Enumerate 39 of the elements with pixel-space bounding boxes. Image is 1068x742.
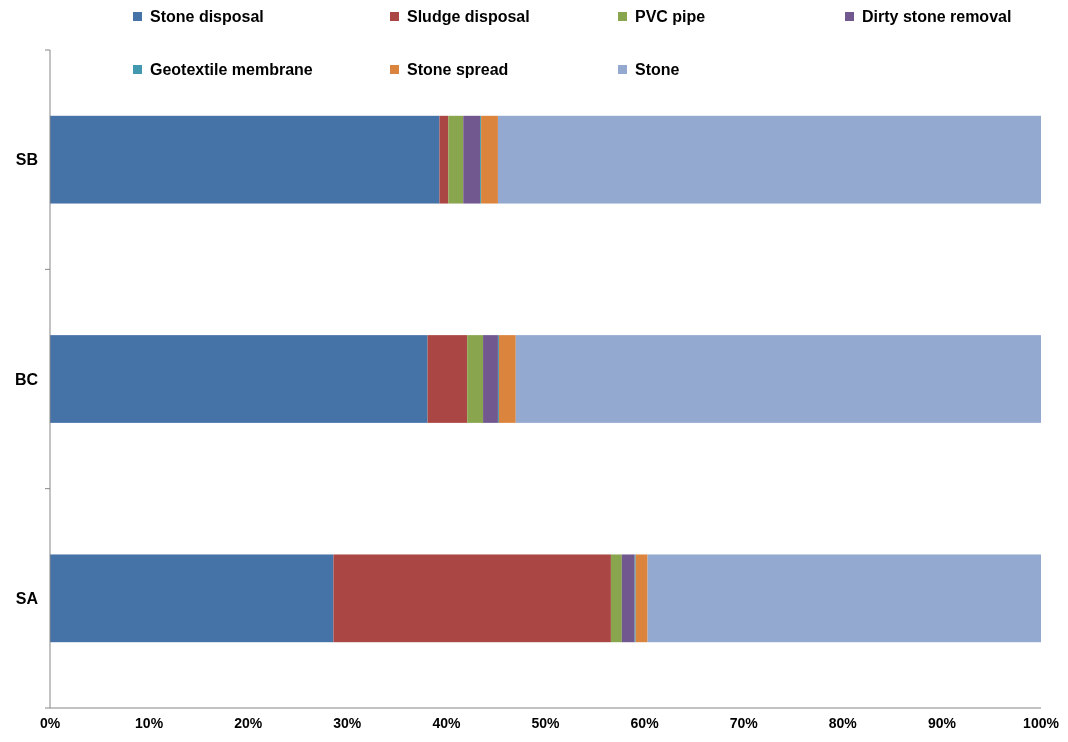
legend-label: PVC pipe [635, 8, 706, 25]
x-tick-label: 100% [1023, 715, 1060, 731]
bar [481, 115, 498, 204]
bar [621, 554, 635, 643]
legend-label: Stone [635, 61, 680, 78]
bar [647, 554, 1041, 643]
x-tick-label: 90% [927, 715, 957, 731]
legend-label: Sludge disposal [407, 8, 530, 25]
legend-label: Stone spread [407, 61, 509, 78]
bar [498, 335, 516, 423]
bar [497, 115, 1041, 204]
legend-label: Stone disposal [150, 8, 264, 25]
x-tick-label: 0% [39, 715, 61, 731]
x-tick-label: 40% [432, 715, 461, 731]
x-tick-label: 70% [729, 715, 759, 731]
y-tick-label: SB [15, 151, 38, 169]
legend-label: Geotextile membrane [150, 61, 313, 78]
bar [50, 554, 334, 643]
y-tick-label: SA [15, 589, 39, 607]
bar [439, 115, 449, 204]
bar [483, 335, 498, 423]
bar [427, 335, 468, 423]
x-tick-label: 60% [630, 715, 660, 731]
bar [333, 554, 611, 643]
y-tick-label: BC [14, 370, 39, 388]
bar [515, 335, 1041, 423]
bar [467, 335, 484, 423]
x-tick-label: 50% [531, 715, 561, 731]
bar [635, 554, 648, 643]
x-tick-label: 10% [135, 715, 164, 731]
bar [50, 115, 440, 204]
bar [610, 554, 622, 643]
x-tick-label: 80% [828, 715, 858, 731]
bar [50, 335, 428, 423]
bar [463, 115, 481, 204]
x-tick-label: 30% [333, 715, 362, 731]
legend-label: Dirty stone removal [862, 8, 1012, 25]
bar [448, 115, 464, 204]
x-tick-label: 20% [234, 715, 263, 731]
